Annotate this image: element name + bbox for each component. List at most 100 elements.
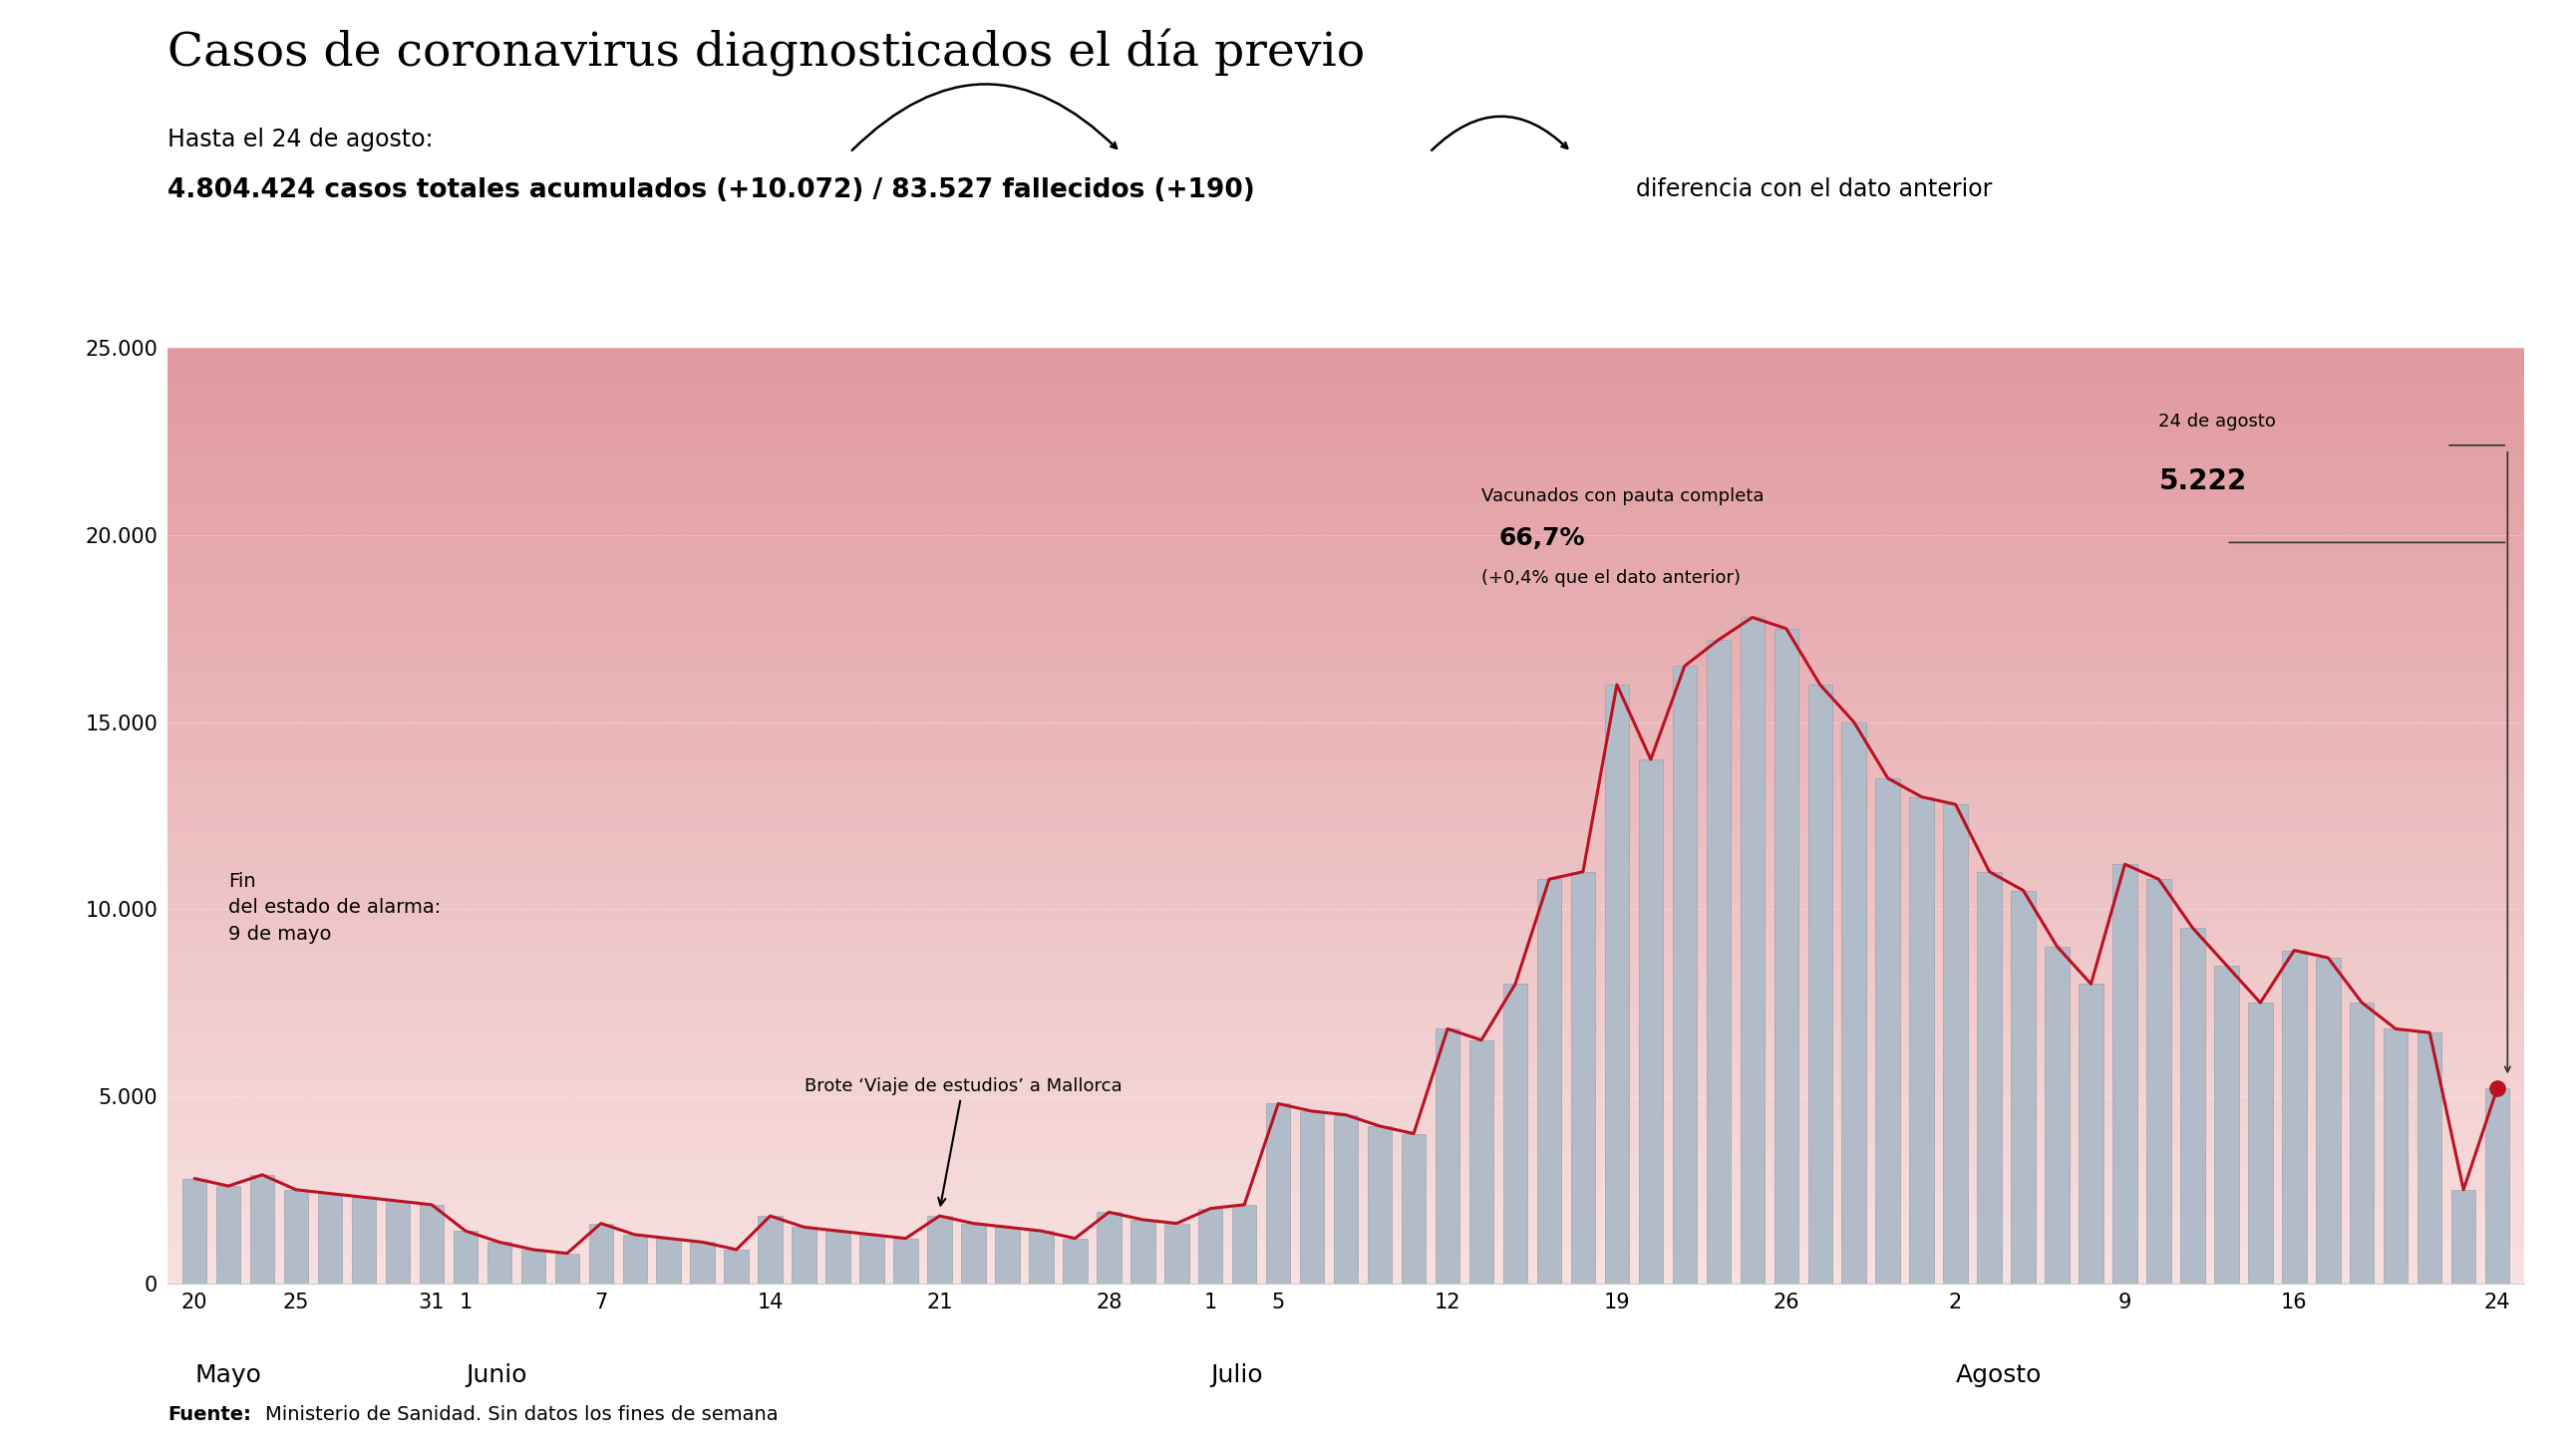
Bar [2079, 985, 2102, 1283]
Bar [167, 822, 2524, 828]
Text: Hasta el 24 de agosto:: Hasta el 24 de agosto: [167, 128, 433, 151]
Bar [167, 1215, 2524, 1221]
Text: Fuente:: Fuente: [167, 1405, 250, 1424]
Bar [167, 1227, 2524, 1234]
Bar [167, 641, 2524, 647]
Bar [1605, 684, 1628, 1283]
Bar [167, 860, 2524, 866]
Bar [167, 592, 2524, 597]
Bar [487, 1243, 513, 1283]
Bar [167, 1164, 2524, 1172]
Bar [167, 947, 2524, 953]
Bar [167, 454, 2524, 460]
Bar [167, 966, 2524, 972]
Bar [167, 741, 2524, 747]
Bar [520, 1250, 546, 1283]
Bar [1842, 722, 1865, 1283]
Bar [167, 416, 2524, 423]
Bar [167, 760, 2524, 766]
Bar [167, 503, 2524, 510]
Bar [590, 1224, 613, 1283]
Text: 66,7%: 66,7% [1499, 526, 1584, 550]
Bar [167, 1109, 2524, 1115]
Bar [167, 616, 2524, 622]
Bar [167, 1090, 2524, 1096]
Bar [2215, 966, 2239, 1283]
Bar [167, 1234, 2524, 1240]
Bar [250, 1175, 276, 1283]
Bar [167, 1264, 2524, 1270]
Bar [2349, 1003, 2375, 1283]
Bar [2316, 958, 2339, 1283]
Bar [1638, 760, 1664, 1283]
Bar [167, 847, 2524, 853]
Bar [167, 467, 2524, 473]
Bar [167, 516, 2524, 522]
Bar [167, 684, 2524, 692]
Bar [216, 1186, 240, 1283]
Bar [167, 915, 2524, 922]
Bar [167, 828, 2524, 834]
Bar [167, 405, 2524, 410]
Bar [167, 709, 2524, 716]
Text: Junio: Junio [466, 1363, 526, 1386]
Bar [167, 479, 2524, 486]
Bar [1909, 798, 1935, 1283]
Bar [167, 953, 2524, 958]
Bar [1808, 684, 1832, 1283]
Bar [2383, 1030, 2409, 1283]
Bar [860, 1234, 884, 1283]
Bar [167, 622, 2524, 629]
Bar [167, 1240, 2524, 1246]
Bar [167, 1177, 2524, 1183]
Bar [2249, 1003, 2272, 1283]
Bar [167, 654, 2524, 660]
Bar [167, 896, 2524, 903]
Bar [167, 1003, 2524, 1009]
Bar [453, 1231, 477, 1283]
Bar [167, 1270, 2524, 1277]
Bar [167, 1128, 2524, 1134]
Bar [167, 535, 2524, 541]
Bar [1672, 666, 1698, 1283]
Bar [167, 1172, 2524, 1177]
Bar [2012, 890, 2035, 1283]
Bar [167, 841, 2524, 847]
Bar [353, 1198, 376, 1283]
Bar [167, 985, 2524, 990]
Bar [167, 1221, 2524, 1227]
Bar [167, 497, 2524, 503]
Bar [927, 1217, 951, 1283]
Bar [1097, 1212, 1121, 1283]
Bar [167, 853, 2524, 860]
Bar [167, 660, 2524, 666]
Bar [167, 397, 2524, 405]
Bar [2486, 1088, 2509, 1283]
Bar [167, 441, 2524, 448]
Text: 4.804.424 casos totales acumulados (+10.072) / 83.527 fallecidos (+190): 4.804.424 casos totales acumulados (+10.… [167, 177, 1255, 203]
Bar [167, 877, 2524, 884]
Bar [167, 834, 2524, 841]
Bar [167, 666, 2524, 673]
Bar [167, 603, 2524, 610]
Text: Casos de coronavirus diagnosticados el día previo: Casos de coronavirus diagnosticados el d… [167, 29, 1365, 77]
Bar [1875, 779, 1901, 1283]
Bar [1401, 1134, 1427, 1283]
Bar [1538, 879, 1561, 1283]
Bar [167, 716, 2524, 722]
Bar [167, 1196, 2524, 1202]
Bar [167, 392, 2524, 397]
Bar [167, 647, 2524, 654]
Bar [167, 354, 2524, 361]
Bar [167, 423, 2524, 429]
Bar [167, 548, 2524, 554]
Bar [167, 1058, 2524, 1064]
Bar [167, 429, 2524, 435]
Bar [1265, 1103, 1291, 1283]
Bar [167, 771, 2524, 779]
Bar [167, 977, 2524, 985]
Bar [1571, 871, 1595, 1283]
Bar [167, 815, 2524, 822]
Bar [167, 1034, 2524, 1040]
Bar [386, 1201, 410, 1283]
